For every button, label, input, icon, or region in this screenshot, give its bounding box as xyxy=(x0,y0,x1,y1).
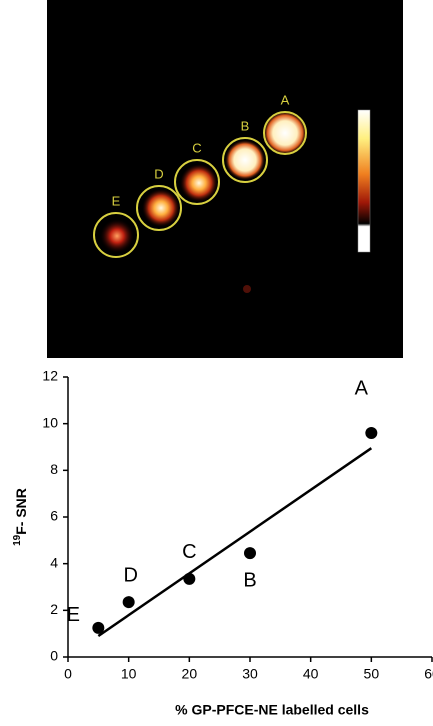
speck xyxy=(243,285,251,293)
roi-circle xyxy=(93,212,139,258)
roi-circle xyxy=(263,111,307,155)
y-axis-title: 19F- SNR xyxy=(12,488,29,546)
roi-label: C xyxy=(192,140,201,155)
roi-circle xyxy=(136,185,182,231)
roi-circle xyxy=(174,159,220,205)
blob xyxy=(180,164,218,202)
x-tick-label: 30 xyxy=(242,666,258,682)
roi-circle xyxy=(222,137,268,183)
y-tick-label: 6 xyxy=(50,508,58,524)
image-background xyxy=(47,0,403,358)
data-point xyxy=(122,596,135,609)
point-label: A xyxy=(355,377,369,399)
y-tick-label: 8 xyxy=(50,461,58,477)
trendline xyxy=(97,447,373,638)
y-axis-title-main: F- SNR xyxy=(13,488,29,535)
x-tick-label: 0 xyxy=(64,666,72,682)
x-tick-label: 50 xyxy=(364,666,380,682)
y-tick-label: 0 xyxy=(50,648,58,664)
blob xyxy=(142,189,180,227)
point-label: B xyxy=(243,569,256,591)
x-tick-label: 10 xyxy=(121,666,137,682)
x-tick-label: 40 xyxy=(303,666,319,682)
x-tick-label: 20 xyxy=(182,666,198,682)
data-point xyxy=(183,572,196,585)
data-point xyxy=(92,621,105,634)
scatter-plot: 0 2 4 6 8 10 12 0 10 20 30 40 50 60 % GP-PFCE-NE label… xyxy=(12,368,433,718)
roi-label: A xyxy=(281,92,290,107)
data-point xyxy=(244,547,256,560)
y-tick-label: 4 xyxy=(50,554,58,570)
blob xyxy=(100,219,134,253)
y-axis-title-sup: 19 xyxy=(12,534,23,546)
roi-label: B xyxy=(241,118,250,133)
x-axis-title: % GP-PFCE-NE labelled cells xyxy=(175,702,369,718)
y-tick-label: 12 xyxy=(42,368,58,384)
roi-label: D xyxy=(154,166,163,181)
point-label: E xyxy=(67,604,80,626)
x-tick-label: 60 xyxy=(424,666,433,682)
point-label: C xyxy=(182,541,196,563)
image-labels: A B C D E xyxy=(93,92,307,258)
colorbar xyxy=(357,109,371,253)
point-label: D xyxy=(123,564,137,586)
data-point xyxy=(365,427,378,439)
mri-image: A B C D E xyxy=(47,0,403,358)
y-tick-label: 10 xyxy=(42,414,58,430)
y-tick-label: 2 xyxy=(50,601,58,617)
blob xyxy=(263,111,307,155)
roi-label: E xyxy=(112,193,121,208)
blob xyxy=(225,140,265,180)
